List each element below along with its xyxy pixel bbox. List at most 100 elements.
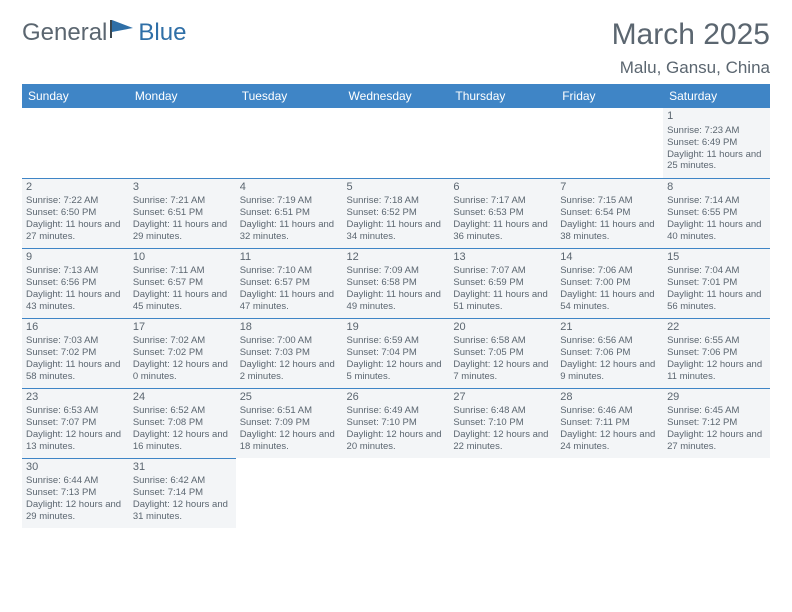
calendar-empty-cell bbox=[236, 108, 343, 178]
daylight-line: Daylight: 11 hours and 43 minutes. bbox=[26, 289, 125, 313]
weekday-header: Monday bbox=[129, 84, 236, 108]
sunset-line: Sunset: 6:57 PM bbox=[240, 277, 339, 289]
daylight-line: Daylight: 11 hours and 45 minutes. bbox=[133, 289, 232, 313]
calendar-day-cell: 3Sunrise: 7:21 AMSunset: 6:51 PMDaylight… bbox=[129, 178, 236, 248]
day-number: 10 bbox=[133, 251, 232, 265]
sunset-line: Sunset: 6:56 PM bbox=[26, 277, 125, 289]
daylight-line: Daylight: 11 hours and 34 minutes. bbox=[347, 219, 446, 243]
daylight-line: Daylight: 12 hours and 29 minutes. bbox=[26, 499, 125, 523]
day-number: 29 bbox=[667, 391, 766, 405]
flag-icon bbox=[109, 18, 135, 47]
sunset-line: Sunset: 6:52 PM bbox=[347, 207, 446, 219]
calendar-week-row: 9Sunrise: 7:13 AMSunset: 6:56 PMDaylight… bbox=[22, 248, 770, 318]
weekday-header: Saturday bbox=[663, 84, 770, 108]
sunrise-line: Sunrise: 7:11 AM bbox=[133, 265, 232, 277]
calendar-day-cell: 26Sunrise: 6:49 AMSunset: 7:10 PMDayligh… bbox=[343, 388, 450, 458]
day-number: 30 bbox=[26, 461, 125, 475]
day-number: 21 bbox=[560, 321, 659, 335]
day-number: 31 bbox=[133, 461, 232, 475]
sunset-line: Sunset: 7:00 PM bbox=[560, 277, 659, 289]
logo: General Blue bbox=[22, 18, 186, 47]
calendar-day-cell: 17Sunrise: 7:02 AMSunset: 7:02 PMDayligh… bbox=[129, 318, 236, 388]
sunrise-line: Sunrise: 7:06 AM bbox=[560, 265, 659, 277]
day-number: 16 bbox=[26, 321, 125, 335]
weekday-header: Tuesday bbox=[236, 84, 343, 108]
day-number: 2 bbox=[26, 181, 125, 195]
daylight-line: Daylight: 11 hours and 29 minutes. bbox=[133, 219, 232, 243]
daylight-line: Daylight: 11 hours and 25 minutes. bbox=[667, 149, 766, 173]
sunrise-line: Sunrise: 7:04 AM bbox=[667, 265, 766, 277]
daylight-line: Daylight: 12 hours and 22 minutes. bbox=[453, 429, 552, 453]
calendar-day-cell: 11Sunrise: 7:10 AMSunset: 6:57 PMDayligh… bbox=[236, 248, 343, 318]
daylight-line: Daylight: 11 hours and 54 minutes. bbox=[560, 289, 659, 313]
daylight-line: Daylight: 12 hours and 2 minutes. bbox=[240, 359, 339, 383]
sunset-line: Sunset: 6:49 PM bbox=[667, 137, 766, 149]
calendar-week-row: 1Sunrise: 7:23 AMSunset: 6:49 PMDaylight… bbox=[22, 108, 770, 178]
calendar-empty-cell bbox=[236, 458, 343, 528]
sunrise-line: Sunrise: 7:02 AM bbox=[133, 335, 232, 347]
sunset-line: Sunset: 7:02 PM bbox=[133, 347, 232, 359]
daylight-line: Daylight: 12 hours and 5 minutes. bbox=[347, 359, 446, 383]
day-number: 5 bbox=[347, 181, 446, 195]
day-number: 26 bbox=[347, 391, 446, 405]
sunset-line: Sunset: 7:04 PM bbox=[347, 347, 446, 359]
calendar-empty-cell bbox=[556, 108, 663, 178]
calendar-body: 1Sunrise: 7:23 AMSunset: 6:49 PMDaylight… bbox=[22, 108, 770, 528]
sunrise-line: Sunrise: 6:45 AM bbox=[667, 405, 766, 417]
sunrise-line: Sunrise: 7:07 AM bbox=[453, 265, 552, 277]
weekday-header-row: SundayMondayTuesdayWednesdayThursdayFrid… bbox=[22, 84, 770, 108]
daylight-line: Daylight: 11 hours and 58 minutes. bbox=[26, 359, 125, 383]
calendar-week-row: 2Sunrise: 7:22 AMSunset: 6:50 PMDaylight… bbox=[22, 178, 770, 248]
calendar-day-cell: 13Sunrise: 7:07 AMSunset: 6:59 PMDayligh… bbox=[449, 248, 556, 318]
calendar-day-cell: 16Sunrise: 7:03 AMSunset: 7:02 PMDayligh… bbox=[22, 318, 129, 388]
weekday-header: Friday bbox=[556, 84, 663, 108]
sunrise-line: Sunrise: 7:18 AM bbox=[347, 195, 446, 207]
sunset-line: Sunset: 7:12 PM bbox=[667, 417, 766, 429]
sunset-line: Sunset: 7:02 PM bbox=[26, 347, 125, 359]
calendar-day-cell: 24Sunrise: 6:52 AMSunset: 7:08 PMDayligh… bbox=[129, 388, 236, 458]
page-subtitle: Malu, Gansu, China bbox=[612, 58, 770, 78]
sunrise-line: Sunrise: 7:21 AM bbox=[133, 195, 232, 207]
sunset-line: Sunset: 7:08 PM bbox=[133, 417, 232, 429]
sunrise-line: Sunrise: 7:13 AM bbox=[26, 265, 125, 277]
calendar-empty-cell bbox=[449, 108, 556, 178]
daylight-line: Daylight: 12 hours and 18 minutes. bbox=[240, 429, 339, 453]
calendar-table: SundayMondayTuesdayWednesdayThursdayFrid… bbox=[22, 84, 770, 528]
day-number: 19 bbox=[347, 321, 446, 335]
calendar-empty-cell bbox=[343, 458, 450, 528]
daylight-line: Daylight: 12 hours and 11 minutes. bbox=[667, 359, 766, 383]
daylight-line: Daylight: 12 hours and 27 minutes. bbox=[667, 429, 766, 453]
day-number: 3 bbox=[133, 181, 232, 195]
calendar-day-cell: 31Sunrise: 6:42 AMSunset: 7:14 PMDayligh… bbox=[129, 458, 236, 528]
sunrise-line: Sunrise: 6:48 AM bbox=[453, 405, 552, 417]
calendar-day-cell: 15Sunrise: 7:04 AMSunset: 7:01 PMDayligh… bbox=[663, 248, 770, 318]
day-number: 1 bbox=[667, 110, 766, 124]
logo-text-2: Blue bbox=[138, 19, 186, 47]
sunset-line: Sunset: 7:09 PM bbox=[240, 417, 339, 429]
logo-text-1: General bbox=[22, 19, 107, 47]
day-number: 25 bbox=[240, 391, 339, 405]
sunset-line: Sunset: 7:06 PM bbox=[667, 347, 766, 359]
sunrise-line: Sunrise: 6:49 AM bbox=[347, 405, 446, 417]
day-number: 12 bbox=[347, 251, 446, 265]
day-number: 14 bbox=[560, 251, 659, 265]
day-number: 27 bbox=[453, 391, 552, 405]
daylight-line: Daylight: 11 hours and 36 minutes. bbox=[453, 219, 552, 243]
sunset-line: Sunset: 6:53 PM bbox=[453, 207, 552, 219]
calendar-day-cell: 28Sunrise: 6:46 AMSunset: 7:11 PMDayligh… bbox=[556, 388, 663, 458]
calendar-day-cell: 27Sunrise: 6:48 AMSunset: 7:10 PMDayligh… bbox=[449, 388, 556, 458]
calendar-day-cell: 19Sunrise: 6:59 AMSunset: 7:04 PMDayligh… bbox=[343, 318, 450, 388]
daylight-line: Daylight: 11 hours and 38 minutes. bbox=[560, 219, 659, 243]
sunrise-line: Sunrise: 7:23 AM bbox=[667, 125, 766, 137]
daylight-line: Daylight: 11 hours and 47 minutes. bbox=[240, 289, 339, 313]
day-number: 13 bbox=[453, 251, 552, 265]
sunset-line: Sunset: 7:06 PM bbox=[560, 347, 659, 359]
sunset-line: Sunset: 7:01 PM bbox=[667, 277, 766, 289]
sunrise-line: Sunrise: 6:52 AM bbox=[133, 405, 232, 417]
sunrise-line: Sunrise: 7:17 AM bbox=[453, 195, 552, 207]
sunrise-line: Sunrise: 7:09 AM bbox=[347, 265, 446, 277]
daylight-line: Daylight: 11 hours and 40 minutes. bbox=[667, 219, 766, 243]
calendar-day-cell: 21Sunrise: 6:56 AMSunset: 7:06 PMDayligh… bbox=[556, 318, 663, 388]
daylight-line: Daylight: 12 hours and 24 minutes. bbox=[560, 429, 659, 453]
calendar-empty-cell bbox=[343, 108, 450, 178]
